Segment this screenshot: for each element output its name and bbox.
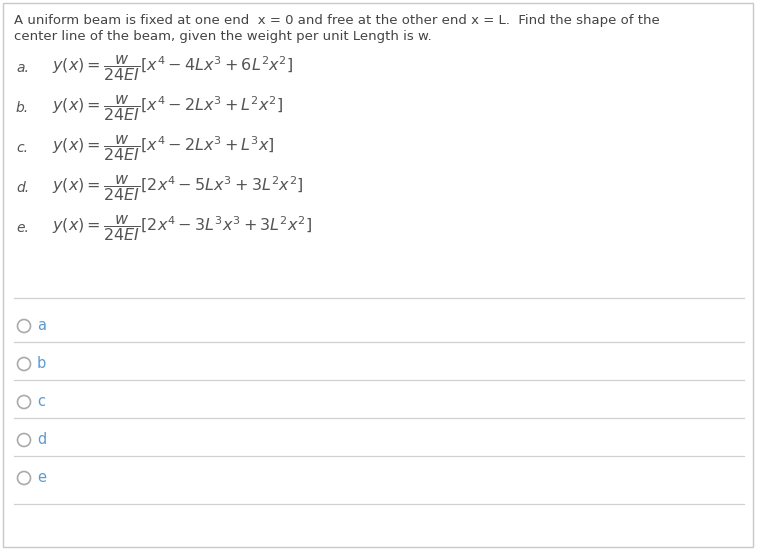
- Text: a.: a.: [16, 61, 29, 75]
- Text: b.: b.: [16, 101, 29, 115]
- Text: $y(x) = \dfrac{w}{24EI}\left[x^4 - 2Lx^3 + L^3x\right]$: $y(x) = \dfrac{w}{24EI}\left[x^4 - 2Lx^3…: [52, 133, 275, 163]
- Text: center line of the beam, given the weight per unit Length is w.: center line of the beam, given the weigh…: [14, 30, 432, 43]
- Text: c.: c.: [16, 141, 28, 155]
- Text: A uniform beam is fixed at one end  x = 0 and free at the other end x = L.  Find: A uniform beam is fixed at one end x = 0…: [14, 14, 659, 27]
- Text: d: d: [37, 433, 46, 447]
- Text: $y(x) = \dfrac{w}{24EI}\left[x^4 - 4Lx^3 + 6L^2x^2\right]$: $y(x) = \dfrac{w}{24EI}\left[x^4 - 4Lx^3…: [52, 53, 293, 83]
- Text: $y(x) = \dfrac{w}{24EI}\left[x^4 - 2Lx^3 + L^2x^2\right]$: $y(x) = \dfrac{w}{24EI}\left[x^4 - 2Lx^3…: [52, 93, 283, 123]
- Text: a: a: [37, 318, 46, 333]
- Text: $y(x) = \dfrac{w}{24EI}\left[2x^4 - 3L^3x^3 + 3L^2x^2\right]$: $y(x) = \dfrac{w}{24EI}\left[2x^4 - 3L^3…: [52, 213, 312, 243]
- Text: $y(x) = \dfrac{w}{24EI}\left[2x^4 - 5Lx^3 + 3L^2x^2\right]$: $y(x) = \dfrac{w}{24EI}\left[2x^4 - 5Lx^…: [52, 173, 303, 203]
- Text: c: c: [37, 395, 45, 409]
- Text: b: b: [37, 356, 46, 371]
- Text: d.: d.: [16, 181, 29, 195]
- Text: e: e: [37, 471, 46, 485]
- FancyBboxPatch shape: [3, 3, 753, 547]
- Text: e.: e.: [16, 221, 29, 235]
